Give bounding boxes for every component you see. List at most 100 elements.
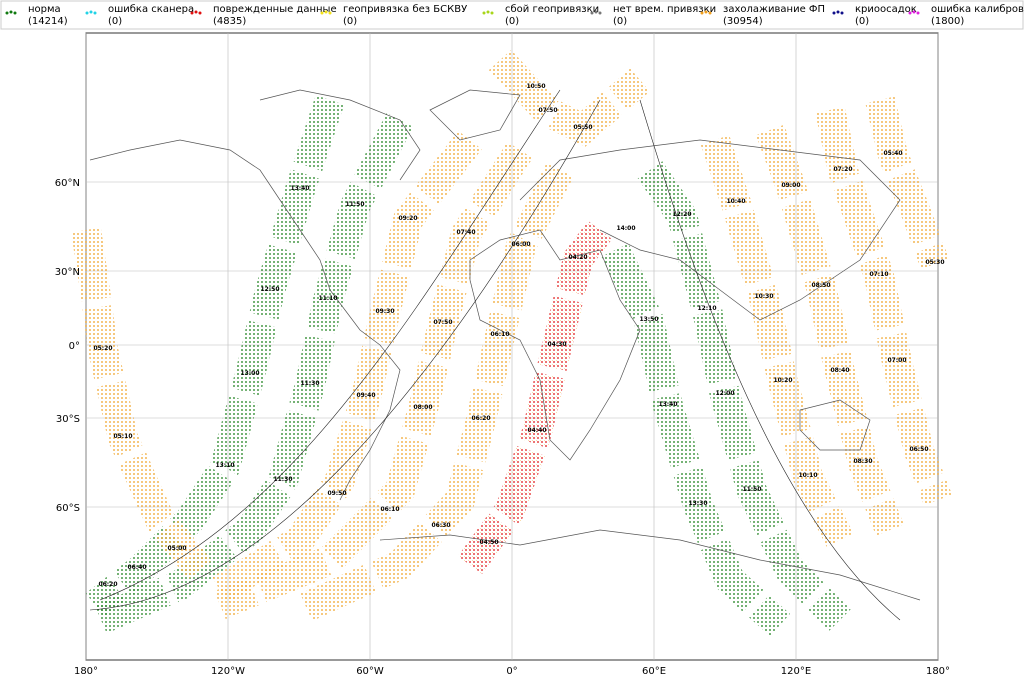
legend-marker [916, 11, 920, 15]
swath [293, 163, 574, 624]
legend-marker [700, 11, 704, 15]
time-label: 08:30 [853, 458, 872, 465]
coastlines [89, 89, 921, 601]
time-label: 07:20 [833, 166, 852, 173]
axis-labels: 180° 120°W 60°W 0° 60°E 120°E 180° 60°N 30°N 0° 30… [55, 178, 950, 677]
time-label: 04:30 [547, 341, 566, 348]
swath [815, 106, 952, 506]
time-label: 13:40 [658, 401, 677, 408]
legend-label: ошибка сканера [108, 4, 194, 15]
time-label: 12:00 [715, 390, 734, 397]
time-label: 13:30 [688, 500, 707, 507]
swath [71, 227, 212, 580]
lat-tick-label: 0° [69, 341, 80, 352]
legend-marker [320, 11, 324, 15]
time-label: 06:40 [127, 564, 146, 571]
legend-count: (30954) [723, 16, 763, 27]
lon-tick-label: 60°W [356, 666, 384, 677]
legend-marker [704, 10, 708, 14]
legend-label: захолаживание ФП [723, 4, 825, 15]
time-label: 12:50 [260, 286, 279, 293]
time-label: 08:00 [413, 404, 432, 411]
time-label: 04:50 [479, 539, 498, 546]
time-label: 10:20 [773, 377, 792, 384]
legend-count: (4835) [213, 16, 246, 27]
time-label: 11:30 [273, 476, 292, 483]
time-label: 07:10 [869, 271, 888, 278]
legend-count: (0) [343, 16, 357, 27]
time-label: 10:50 [526, 83, 545, 90]
legend-marker [832, 11, 836, 15]
swath [601, 243, 791, 637]
time-label: 06:10 [380, 506, 399, 513]
legend-marker [836, 10, 840, 14]
legend-marker [708, 11, 712, 15]
legend-label: поврежденные данные [213, 4, 337, 15]
swath [865, 96, 950, 270]
lon-tick-label: 0° [506, 666, 517, 677]
legend-label: криоосадок [855, 4, 917, 15]
legend-marker [840, 11, 844, 15]
lat-tick-label: 60°S [56, 503, 80, 514]
time-label: 10:30 [754, 293, 773, 300]
legend-count: (0) [855, 16, 869, 27]
time-label: 08:50 [811, 282, 830, 289]
legend-marker [85, 11, 89, 15]
legend-count: (0) [108, 16, 122, 27]
legend-marker [9, 10, 13, 14]
lon-tick-label: 120°E [781, 666, 811, 677]
legend-marker [13, 11, 17, 15]
legend-marker [324, 10, 328, 14]
time-label: 13:10 [215, 462, 234, 469]
swath [85, 95, 345, 617]
time-label: 10:40 [726, 198, 745, 205]
legend-marker [328, 11, 332, 15]
legend-marker [490, 11, 494, 15]
swath [212, 130, 482, 603]
time-label: 06:20 [98, 581, 117, 588]
time-label: 05:40 [883, 150, 902, 157]
time-label: 08:40 [830, 367, 849, 374]
time-label: 11:50 [742, 486, 761, 493]
time-label: 04:40 [527, 427, 546, 434]
time-label: 06:50 [909, 446, 928, 453]
lat-tick-label: 30°S [56, 414, 80, 425]
legend-box [0, 0, 1024, 30]
time-label: 12:20 [672, 211, 691, 218]
time-label: 09:30 [375, 308, 394, 315]
legend-label: нет врем. привязки [613, 4, 716, 15]
time-label: 07:50 [433, 319, 452, 326]
legend-marker [198, 11, 202, 15]
time-label: 09:20 [398, 215, 417, 222]
lon-tick-label: 180° [74, 666, 98, 677]
legend-marker [93, 11, 97, 15]
time-label: 06:10 [490, 331, 509, 338]
legend-label: геопривязка без БСКВУ [343, 4, 467, 15]
legend-marker [598, 11, 602, 15]
time-label: 13:00 [240, 370, 259, 377]
legend-marker [912, 10, 916, 14]
time-label: 10:10 [798, 472, 817, 479]
legend-label: ошибка калибровки [931, 4, 1024, 15]
time-label: 05:50 [573, 124, 592, 131]
legend-label: сбой геопривязки [505, 4, 599, 15]
time-label: 11:10 [318, 295, 337, 302]
time-label: 05:30 [925, 259, 944, 266]
time-label: 12:10 [697, 305, 716, 312]
time-label: 06:00 [511, 241, 530, 248]
time-label: 09:40 [356, 392, 375, 399]
lon-tick-label: 120°W [211, 666, 245, 677]
time-labels: 13:40 11:50 12:50 11:10 13:00 11:30 13:10 11:30… [93, 83, 944, 588]
legend-count: (0) [613, 16, 627, 27]
lat-tick-label: 60°N [55, 178, 80, 189]
time-label: 11:50 [345, 201, 364, 208]
legend: норма(14214)ошибка сканера(0)поврежденны… [5, 4, 1024, 27]
time-label: 05:00 [167, 545, 186, 552]
time-label: 14:00 [616, 225, 635, 232]
legend-marker [590, 11, 594, 15]
legend-count: (1800) [931, 16, 964, 27]
time-label: 05:20 [93, 345, 112, 352]
time-label: 07:50 [538, 107, 557, 114]
legend-label: норма [28, 4, 61, 15]
